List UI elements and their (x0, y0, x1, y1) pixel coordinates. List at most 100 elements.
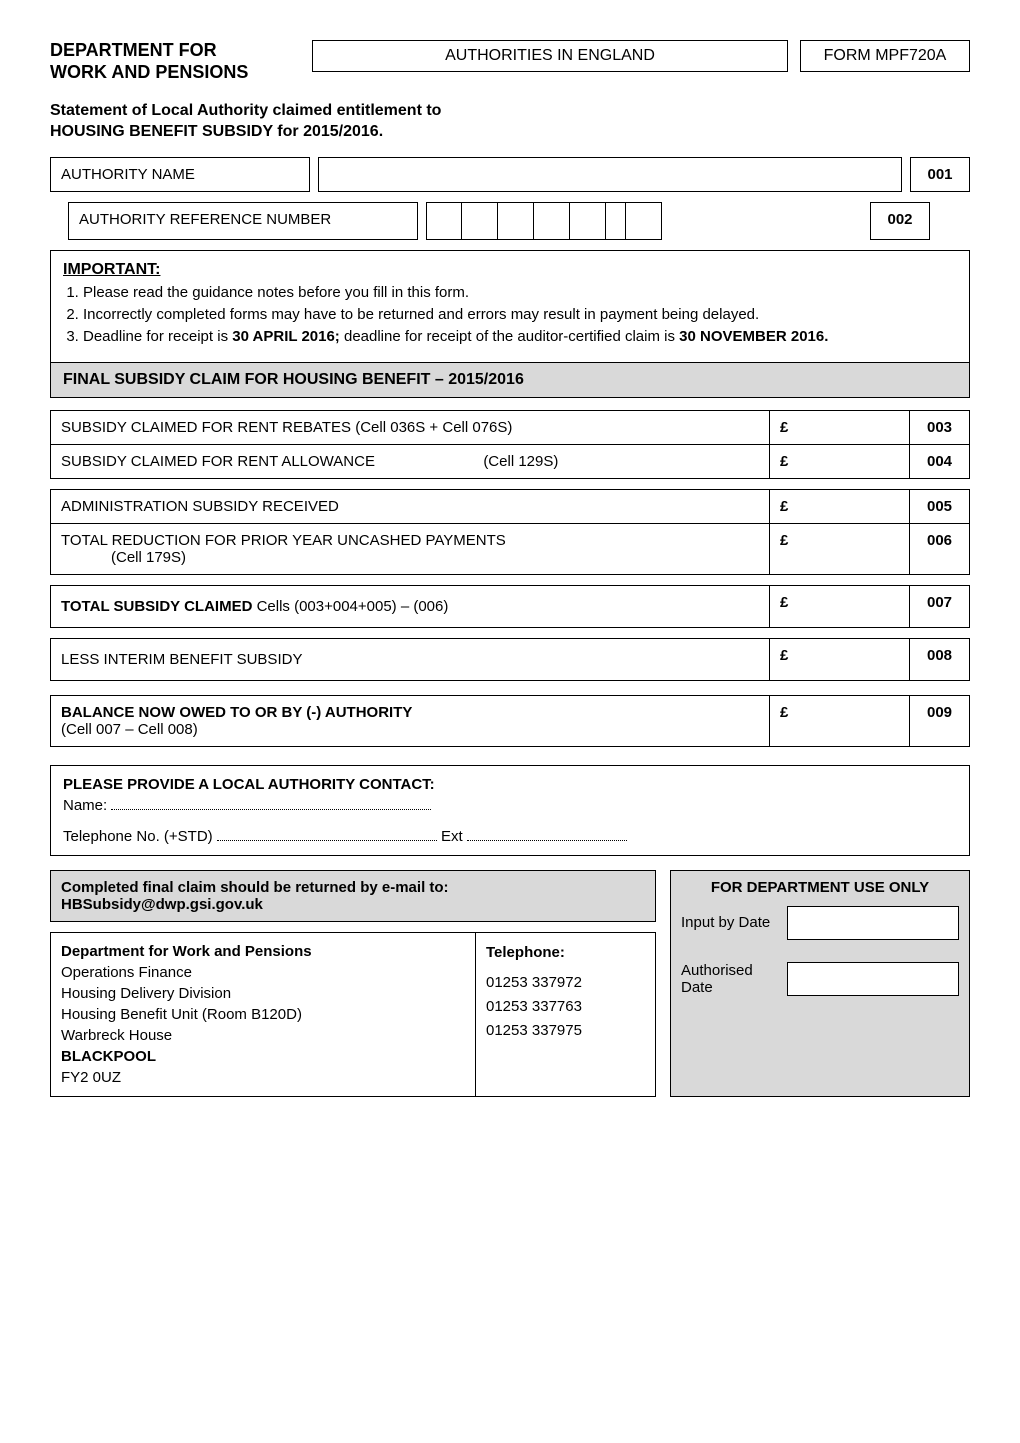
claim-amount[interactable]: £ (769, 490, 909, 523)
cell-002: 002 (870, 202, 930, 240)
cell-007: 007 (909, 586, 969, 627)
addr-line-0: Department for Work and Pensions (61, 941, 465, 962)
claim-label-bold: BALANCE NOW OWED TO OR BY (-) AUTHORITY (61, 704, 412, 721)
important-list: Please read the guidance notes before yo… (83, 283, 957, 348)
ref-cell[interactable] (462, 202, 498, 240)
dept-use-box: FOR DEPARTMENT USE ONLY Input by Date Au… (670, 870, 970, 1097)
ref-cell[interactable] (606, 202, 626, 240)
address-block: Department for Work and Pensions Operati… (51, 933, 475, 1096)
contact-name-row: Name: (63, 797, 957, 814)
important-item-2: Incorrectly completed forms may have to … (83, 305, 957, 325)
claim-row-005: ADMINISTRATION SUBSIDY RECEIVED £ 005 (51, 490, 969, 523)
dept-field-label-1: Authorised Date (681, 962, 781, 996)
statement-line1: Statement of Local Authority claimed ent… (50, 101, 970, 122)
contact-name-input[interactable] (111, 798, 431, 810)
claim-row-007: TOTAL SUBSIDY CLAIMED Cells (003+004+005… (51, 586, 969, 627)
claim-amount[interactable]: £ (769, 411, 909, 444)
contact-ext-label: Ext (441, 828, 467, 845)
claim-amount[interactable]: £ (769, 445, 909, 478)
address-table: Department for Work and Pensions Operati… (50, 932, 656, 1097)
dept-line1: DEPARTMENT FOR (50, 40, 300, 62)
claim-row-009: BALANCE NOW OWED TO OR BY (-) AUTHORITY … (51, 696, 969, 746)
important-item-3: Deadline for receipt is 30 APRIL 2016; d… (83, 327, 957, 347)
claim-row-003: SUBSIDY CLAIMED FOR RENT REBATES (Cell 0… (51, 411, 969, 444)
claim-amount[interactable]: £ (769, 639, 909, 680)
addr-line-4: Warbreck House (61, 1025, 465, 1046)
claim-amount[interactable]: £ (769, 524, 909, 574)
contact-tel-input[interactable] (217, 829, 437, 841)
dept-field-label-0: Input by Date (681, 914, 781, 931)
claim-label-bold: TOTAL SUBSIDY CLAIMED (61, 598, 252, 615)
claims-group-1: SUBSIDY CLAIMED FOR RENT REBATES (Cell 0… (50, 410, 970, 479)
dept-field-input-0[interactable] (787, 906, 959, 940)
claim-label: TOTAL REDUCTION FOR PRIOR YEAR UNCASHED … (51, 524, 769, 574)
tel-0: 01253 337972 (486, 971, 645, 995)
deadline-1: 30 APRIL 2016; (232, 328, 340, 345)
authority-ref-label: AUTHORITY REFERENCE NUMBER (68, 202, 418, 240)
addr-line-2: Housing Delivery Division (61, 983, 465, 1004)
claim-label: LESS INTERIM BENEFIT SUBSIDY (51, 639, 769, 680)
claim-row-006: TOTAL REDUCTION FOR PRIOR YEAR UNCASHED … (51, 523, 969, 574)
ref-cell[interactable] (498, 202, 534, 240)
dept-line2: WORK AND PENSIONS (50, 62, 300, 84)
cell-004: 004 (909, 445, 969, 478)
authority-ref-grid[interactable] (426, 202, 662, 240)
header: DEPARTMENT FOR WORK AND PENSIONS AUTHORI… (50, 40, 970, 83)
ref-cell[interactable] (626, 202, 662, 240)
contact-tel-row: Telephone No. (+STD) Ext (63, 828, 957, 845)
contact-box: PLEASE PROVIDE A LOCAL AUTHORITY CONTACT… (50, 765, 970, 856)
tel-header: Telephone: (486, 941, 645, 965)
cell-005: 005 (909, 490, 969, 523)
footer: Completed final claim should be returned… (50, 870, 970, 1097)
authority-name-label: AUTHORITY NAME (50, 157, 310, 192)
deadline-2: 30 NOVEMBER 2016. (679, 328, 828, 345)
cell-008: 008 (909, 639, 969, 680)
addr-line-1: Operations Finance (61, 962, 465, 983)
claim-row-008: LESS INTERIM BENEFIT SUBSIDY £ 008 (51, 639, 969, 680)
return-box: Completed final claim should be returned… (50, 870, 656, 922)
important-title: IMPORTANT: (63, 261, 957, 279)
return-email: HBSubsidy@dwp.gsi.gov.uk (61, 896, 645, 913)
important-box: IMPORTANT: Please read the guidance note… (50, 250, 970, 363)
department-title: DEPARTMENT FOR WORK AND PENSIONS (50, 40, 300, 83)
return-text: Completed final claim should be returned… (61, 879, 645, 896)
contact-tel-label: Telephone No. (+STD) (63, 828, 217, 845)
claim-label: BALANCE NOW OWED TO OR BY (-) AUTHORITY … (51, 696, 769, 746)
cell-003: 003 (909, 411, 969, 444)
claim-label-rest: Cells (003+004+005) – (006) (252, 598, 448, 615)
claim-label: ADMINISTRATION SUBSIDY RECEIVED (51, 490, 769, 523)
claims-group-3: TOTAL SUBSIDY CLAIMED Cells (003+004+005… (50, 585, 970, 628)
contact-title: PLEASE PROVIDE A LOCAL AUTHORITY CONTACT… (63, 776, 957, 793)
form-code-box: FORM MPF720A (800, 40, 970, 72)
claim-label: SUBSIDY CLAIMED FOR RENT ALLOWANCE (Cell… (51, 445, 769, 478)
claim-label-text: TOTAL REDUCTION FOR PRIOR YEAR UNCASHED … (61, 532, 506, 549)
footer-left: Completed final claim should be returned… (50, 870, 656, 1097)
region-box: AUTHORITIES IN ENGLAND (312, 40, 788, 72)
ref-cell[interactable] (570, 202, 606, 240)
claim-amount[interactable]: £ (769, 696, 909, 746)
claim-amount[interactable]: £ (769, 586, 909, 627)
authority-ref-row: AUTHORITY REFERENCE NUMBER 002 (50, 202, 970, 240)
addr-line-6: FY2 0UZ (61, 1067, 465, 1088)
claims-group-2: ADMINISTRATION SUBSIDY RECEIVED £ 005 TO… (50, 489, 970, 575)
authority-name-input[interactable] (318, 157, 902, 192)
cell-006: 006 (909, 524, 969, 574)
statement-title: Statement of Local Authority claimed ent… (50, 101, 970, 143)
claim-label-sub: (Cell 179S) (61, 549, 186, 566)
claim-label-sub: (Cell 007 – Cell 008) (61, 721, 198, 738)
ref-cell[interactable] (534, 202, 570, 240)
ref-cell[interactable] (426, 202, 462, 240)
contact-name-label: Name: (63, 797, 111, 814)
tel-1: 01253 337763 (486, 995, 645, 1019)
dept-field-input-1[interactable] (787, 962, 959, 996)
tel-2: 01253 337975 (486, 1019, 645, 1043)
telephone-block: Telephone: 01253 337972 01253 337763 012… (475, 933, 655, 1096)
important-item-1: Please read the guidance notes before yo… (83, 283, 957, 303)
dept-field-auth-date: Authorised Date (681, 962, 959, 996)
dept-field-input-date: Input by Date (681, 906, 959, 940)
contact-ext-input[interactable] (467, 829, 627, 841)
claim-label: TOTAL SUBSIDY CLAIMED Cells (003+004+005… (51, 586, 769, 627)
addr-line-5: BLACKPOOL (61, 1046, 465, 1067)
authority-name-row: AUTHORITY NAME 001 (50, 157, 970, 192)
claims-group-4: LESS INTERIM BENEFIT SUBSIDY £ 008 (50, 638, 970, 681)
